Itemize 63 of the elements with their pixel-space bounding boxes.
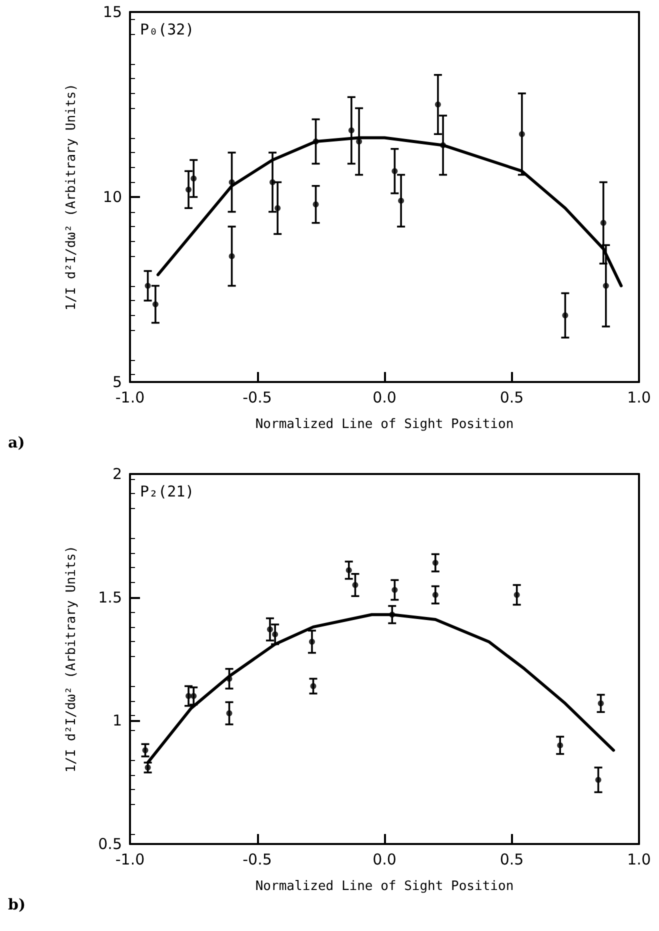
y-tick-label: 15	[102, 3, 122, 21]
point	[352, 582, 358, 588]
point	[144, 282, 151, 289]
point	[186, 186, 192, 193]
text: a)	[8, 434, 25, 452]
point	[595, 776, 602, 783]
point	[266, 626, 273, 632]
point	[440, 142, 446, 148]
y-tick-label: 5	[112, 373, 122, 391]
point	[434, 102, 441, 108]
point	[308, 638, 315, 645]
point	[518, 131, 525, 138]
point	[557, 742, 564, 748]
point	[312, 138, 319, 144]
x-tick-label: -1.0	[115, 388, 145, 406]
annotation: P₀(32)	[140, 20, 194, 38]
point	[392, 168, 398, 174]
y-axis-title: 1/I d²I/dω² (Arbitrary Units)	[64, 546, 79, 772]
y-axis-title: 1/I d²I/dω² (Arbitrary Units)	[64, 84, 79, 310]
point	[356, 138, 362, 144]
y-tick-label: 10	[102, 188, 122, 206]
x-tick-label: 1.0	[627, 850, 651, 868]
point	[312, 201, 319, 208]
x-tick-label: 0.0	[372, 388, 396, 406]
point	[600, 220, 606, 226]
x-tick-label: 0.0	[372, 850, 396, 868]
y-tick-label: 2	[112, 465, 122, 483]
point	[190, 176, 197, 182]
x-tick-label: -0.5	[242, 850, 272, 868]
y-tick-label: 1.5	[98, 588, 122, 606]
point	[270, 179, 276, 186]
point	[389, 612, 396, 618]
point	[186, 693, 192, 699]
point	[346, 567, 352, 574]
x-axis-title: Normalized Line of Sight Position	[255, 879, 514, 894]
point	[598, 700, 604, 706]
point	[226, 710, 232, 716]
point	[228, 179, 235, 186]
point	[142, 747, 148, 754]
x-tick-label: -1.0	[115, 850, 145, 868]
annotation: P₂(21)	[140, 482, 194, 500]
point	[562, 312, 568, 318]
point	[514, 592, 520, 598]
point	[152, 301, 158, 308]
x-axis-title: Normalized Line of Sight Position	[255, 417, 514, 432]
x-tick-label: -0.5	[242, 388, 272, 406]
point	[392, 586, 398, 593]
point	[310, 683, 316, 690]
y-tick-label: 0.5	[98, 835, 122, 853]
point	[274, 205, 281, 212]
point	[432, 560, 438, 566]
text: b)	[8, 896, 26, 914]
point	[348, 127, 354, 134]
x-tick-label: 0.5	[500, 388, 524, 406]
point	[190, 693, 197, 699]
x-tick-label: 1.0	[627, 388, 651, 406]
point	[228, 253, 235, 260]
point	[602, 282, 609, 289]
point	[272, 631, 278, 638]
y-tick-label: 1	[112, 712, 122, 730]
x-tick-label: 0.5	[500, 850, 524, 868]
point	[432, 592, 438, 598]
point	[398, 198, 404, 204]
